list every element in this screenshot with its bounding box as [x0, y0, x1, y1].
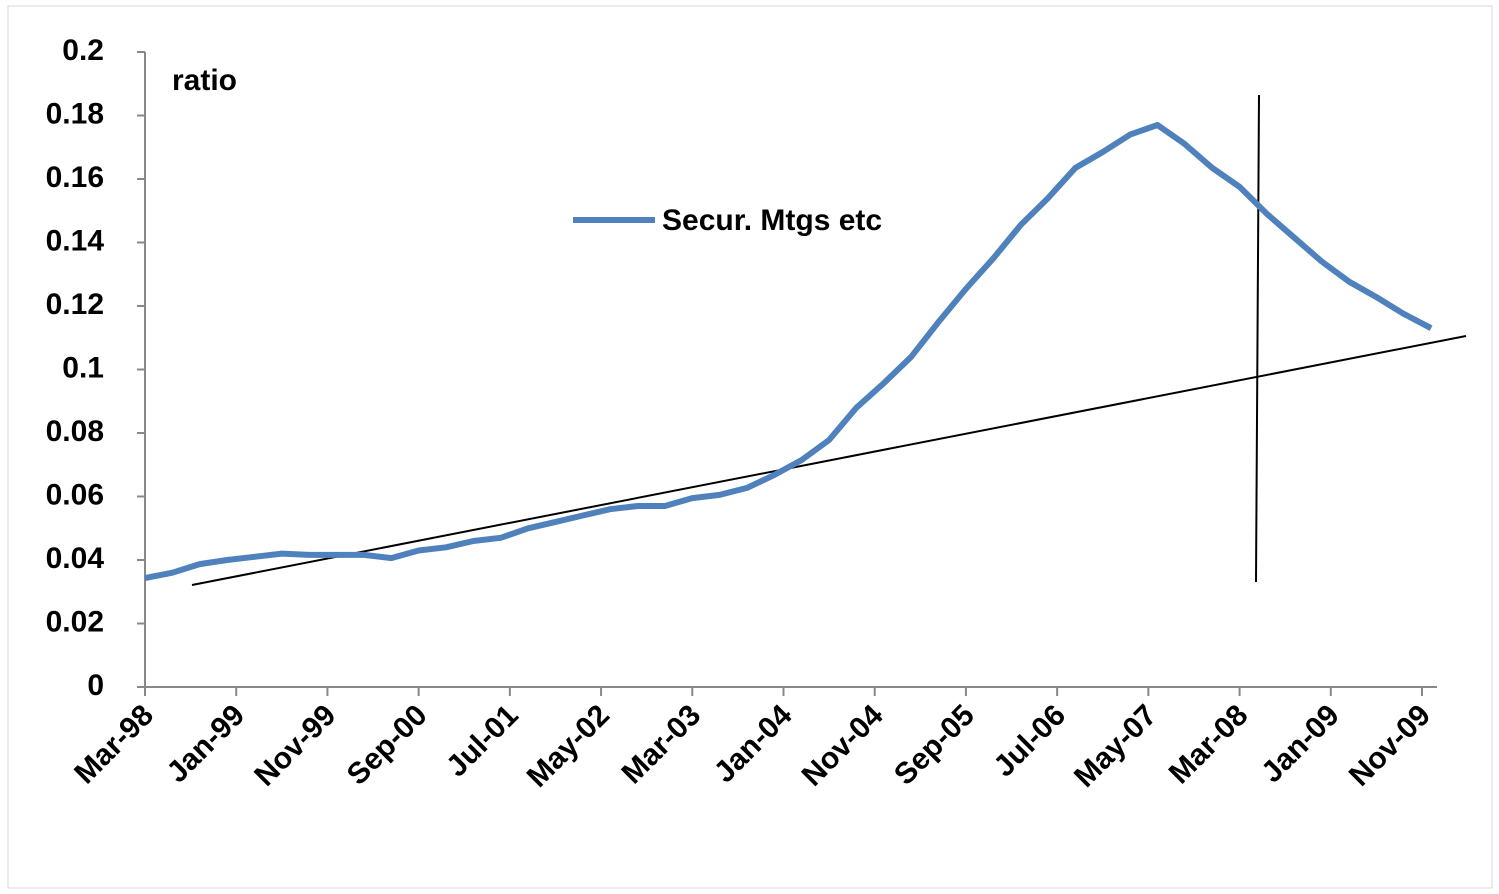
x-tick-label: Mar-03	[616, 699, 708, 791]
x-tick-label: Mar-08	[1163, 699, 1255, 791]
x-tick-label: Jan-04	[708, 698, 799, 789]
x-tick-label: May-02	[521, 699, 616, 794]
trend-line	[191, 335, 1467, 586]
chart-frame	[7, 5, 1493, 889]
legend-label: Secur. Mtgs etc	[662, 204, 882, 237]
y-tick-label: 0.18	[46, 97, 104, 130]
x-tick-label: Jul-06	[987, 699, 1072, 784]
x-tick-label: Jan-99	[161, 699, 252, 790]
y-tick-label: 0.14	[46, 224, 105, 257]
x-tick-label: Jul-01	[440, 699, 525, 784]
marker-line	[1255, 94, 1260, 583]
y-tick-label: 0.02	[46, 605, 104, 638]
y-tick-label: 0.12	[46, 288, 104, 321]
data-line	[144, 122, 1433, 582]
x-tick-label: Sep-00	[341, 699, 434, 792]
y-tick-label: 0.1	[62, 351, 104, 384]
y-tick-label: 0.06	[46, 478, 104, 511]
x-tick-label: Mar-98	[68, 699, 160, 791]
x-tick-label: Nov-99	[248, 699, 342, 793]
x-tick-label: Jan-09	[1255, 699, 1346, 790]
y-tick-label: 0.16	[46, 161, 104, 194]
x-tick-label: Sep-05	[888, 699, 981, 792]
y-axis-label: ratio	[172, 64, 237, 97]
y-tick-label: 0	[87, 669, 104, 702]
x-tick-label: Nov-04	[796, 698, 890, 792]
y-tick-label: 0.04	[46, 542, 105, 575]
y-tick-label: 0.08	[46, 415, 104, 448]
x-tick-label: Nov-09	[1343, 699, 1437, 793]
y-tick-label: 0.2	[62, 34, 104, 67]
x-tick-label: May-07	[1068, 699, 1163, 794]
